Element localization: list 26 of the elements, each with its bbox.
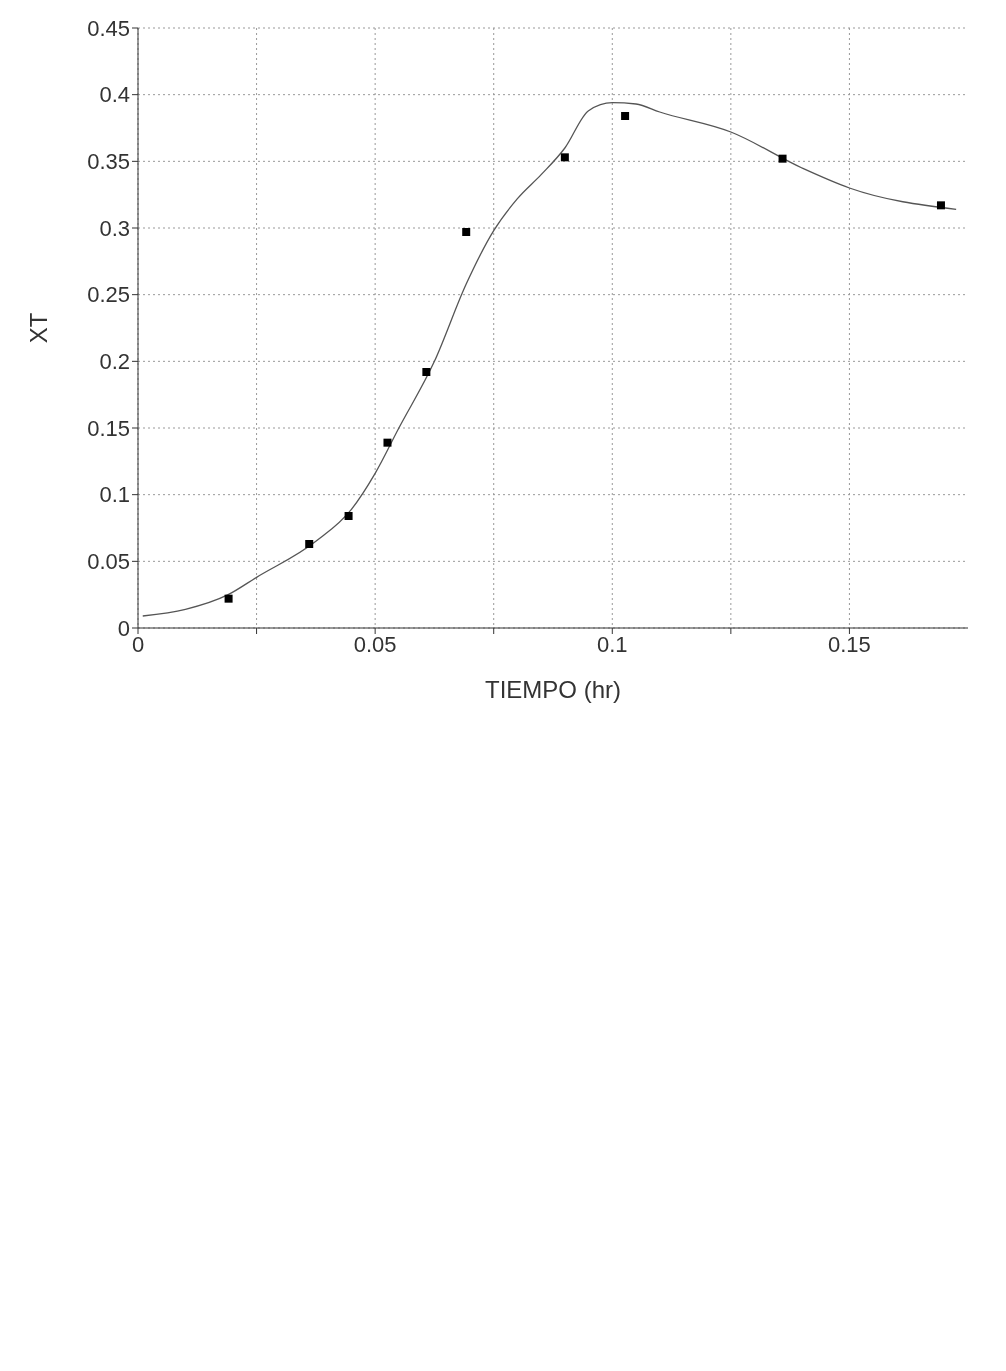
point: [344, 512, 353, 520]
point: [383, 438, 392, 447]
point: [621, 112, 630, 120]
point: [936, 201, 945, 210]
y-tick-label: 0.45: [87, 15, 130, 41]
y-tick-label: 0.25: [87, 282, 130, 308]
line-series: [142, 102, 957, 617]
point: [305, 540, 314, 548]
x-axis-title: TIEMPO (hr): [485, 676, 621, 703]
y-tick-label: 0.05: [87, 549, 130, 575]
x-tick-label: 0.1: [596, 631, 628, 657]
point: [422, 368, 431, 376]
y-tick-label: 0: [117, 615, 130, 641]
point: [560, 153, 569, 162]
y-tick-label: 0.3: [99, 215, 130, 241]
x-tick-label: 0.15: [828, 631, 871, 657]
point: [778, 154, 787, 163]
y-tick-label: 0.15: [87, 415, 130, 441]
x-tick-label: 0.05: [353, 631, 397, 657]
y-tick-label: 0.1: [99, 482, 130, 508]
point: [224, 594, 233, 603]
point: [462, 228, 471, 236]
y-tick-label: 0.2: [99, 349, 130, 375]
y-axis-title: XT: [24, 312, 52, 344]
y-tick-label: 0.4: [99, 82, 130, 108]
y-tick-label: 0.35: [87, 149, 130, 175]
